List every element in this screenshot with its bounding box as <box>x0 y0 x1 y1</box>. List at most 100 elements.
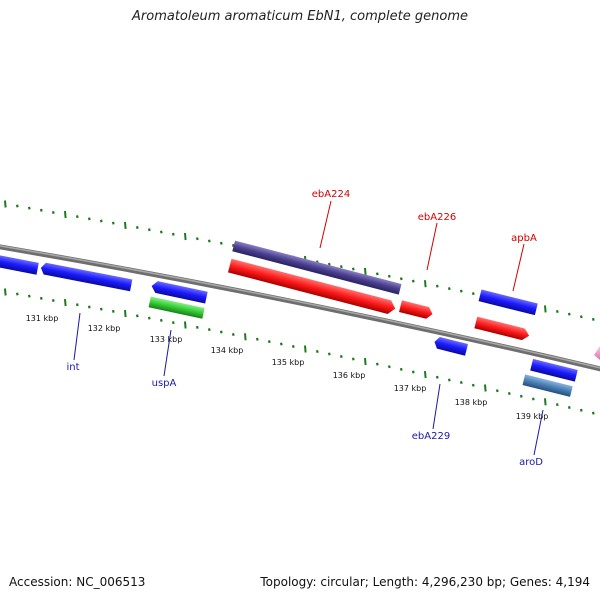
inner-ring-minor-tick <box>99 307 103 311</box>
inner-ring-major-tick <box>424 371 427 379</box>
gene-uspA-blue-arrow[interactable] <box>150 280 208 304</box>
outer-ring-minor-tick <box>567 312 571 316</box>
outer-ring-minor-tick <box>75 215 79 219</box>
outer-ring-minor-tick <box>219 241 223 245</box>
outer-ring-minor-tick <box>15 204 19 208</box>
inner-ring-minor-tick <box>207 328 211 332</box>
outer-ring-major-tick <box>184 232 187 241</box>
inner-ring-minor-tick <box>567 405 571 409</box>
gene-ebA224-red-arrow[interactable] <box>227 258 397 316</box>
inner-ring-minor-tick <box>291 345 295 349</box>
genome-backbone <box>0 244 600 372</box>
gene-aroD-bar[interactable] <box>522 374 573 397</box>
outer-ring-minor-tick <box>555 310 559 314</box>
inner-ring-minor-tick <box>591 411 595 415</box>
tick-label-139: 139 kbp <box>516 412 549 421</box>
gene-label-uspA[interactable]: uspA <box>152 378 177 389</box>
gene-apbA-arrow[interactable] <box>478 289 538 316</box>
ebA229-leader-line <box>432 383 441 430</box>
inner-ring-minor-tick <box>555 403 559 407</box>
inner-ring-minor-tick <box>27 294 31 298</box>
outer-ring-minor-tick <box>87 217 91 221</box>
inner-ring-minor-tick <box>267 340 271 344</box>
gene-uspA-green-bar[interactable] <box>148 296 205 319</box>
inner-ring-minor-tick <box>111 309 115 313</box>
int-leader-line <box>73 312 81 361</box>
gene-int-arrow[interactable] <box>40 262 133 292</box>
gene-label-apbA[interactable]: apbA <box>511 233 537 244</box>
tick-label-138: 138 kbp <box>455 398 488 407</box>
outer-ring-minor-tick <box>411 279 415 283</box>
outer-ring-minor-tick <box>399 277 403 281</box>
outer-ring-minor-tick <box>339 265 343 269</box>
outer-ring-minor-tick <box>195 237 199 241</box>
ebA224-leader-line <box>319 200 332 249</box>
outer-ring-minor-tick <box>171 232 175 236</box>
inner-ring-minor-tick <box>87 305 91 309</box>
inner-ring-minor-tick <box>147 316 151 320</box>
inner-ring-minor-tick <box>495 389 499 393</box>
gene-label-ebA229[interactable]: ebA229 <box>412 431 450 442</box>
gene-label-int[interactable]: int <box>66 362 79 373</box>
outer-ring-minor-tick <box>387 274 391 278</box>
inner-ring-major-tick <box>184 321 187 329</box>
inner-ring-minor-tick <box>351 357 355 361</box>
outer-ring-major-tick <box>364 267 367 275</box>
inner-ring-minor-tick <box>387 365 391 369</box>
outer-ring-minor-tick <box>159 230 163 234</box>
gene-ebA226-arrow[interactable] <box>399 300 434 320</box>
inner-ring-minor-tick <box>15 292 19 296</box>
outer-ring-minor-tick <box>51 210 55 214</box>
outer-ring-minor-tick <box>435 284 439 288</box>
outer-ring-minor-tick <box>447 287 451 291</box>
outer-ring-minor-tick <box>579 315 583 319</box>
inner-ring-minor-tick <box>195 325 199 329</box>
gene-ebA229-arrow[interactable] <box>433 336 468 356</box>
tick-label-132: 132 kbp <box>88 324 121 333</box>
genome-backbone-highlight <box>0 245 600 369</box>
inner-ring-minor-tick <box>459 381 463 385</box>
inner-ring-minor-tick <box>315 349 319 353</box>
gene-label-aroD[interactable]: aroD <box>519 457 543 468</box>
gene-label-ebA226[interactable]: ebA226 <box>418 212 456 223</box>
inner-ring-major-tick <box>364 358 367 366</box>
inner-ring-minor-tick <box>75 303 79 307</box>
outer-ring-minor-tick <box>207 239 211 243</box>
inner-ring-minor-tick <box>579 408 583 412</box>
tick-label-135: 135 kbp <box>272 358 305 367</box>
outer-ring-major-tick <box>4 200 7 208</box>
outer-ring-minor-tick <box>471 292 475 296</box>
outer-ring-minor-tick <box>135 226 139 230</box>
outer-ring-major-tick <box>424 280 427 288</box>
gene-edge-pink-arrow[interactable] <box>594 346 600 360</box>
gene-aroD-upper-arrow[interactable] <box>530 358 578 382</box>
inner-ring-minor-tick <box>339 355 343 359</box>
inner-ring-minor-tick <box>447 378 451 382</box>
outer-ring-major-tick <box>124 221 127 229</box>
outer-ring-minor-tick <box>147 228 151 232</box>
inner-ring-minor-tick <box>471 383 475 387</box>
inner-ring-minor-tick <box>507 391 511 395</box>
inner-ring-minor-tick <box>171 321 175 325</box>
inner-ring-minor-tick <box>255 337 259 341</box>
apbA-leader-line <box>512 243 525 292</box>
inner-ring-major-tick <box>544 398 547 406</box>
inner-ring-minor-tick <box>375 362 379 366</box>
inner-ring-minor-tick <box>327 352 331 356</box>
inner-ring-minor-tick <box>159 318 163 322</box>
inner-ring-minor-tick <box>51 298 55 302</box>
gene-int-left-bar[interactable] <box>0 254 39 275</box>
inner-ring-minor-tick <box>135 314 139 318</box>
tick-label-137: 137 kbp <box>394 384 427 393</box>
inner-ring-major-tick <box>304 345 307 353</box>
gene-label-ebA224[interactable]: ebA224 <box>312 189 350 200</box>
inner-ring-minor-tick <box>519 394 523 398</box>
inner-ring-minor-tick <box>219 330 223 334</box>
gene-apbA-red-arrow[interactable] <box>474 316 530 342</box>
inner-ring-major-tick <box>4 288 7 296</box>
outer-ring-minor-tick <box>39 208 43 212</box>
genome-stats-text: Topology: circular; Length: 4,296,230 bp… <box>260 575 590 589</box>
outer-ring-minor-tick <box>111 221 115 225</box>
gene-ebA224-bar[interactable] <box>232 240 402 295</box>
